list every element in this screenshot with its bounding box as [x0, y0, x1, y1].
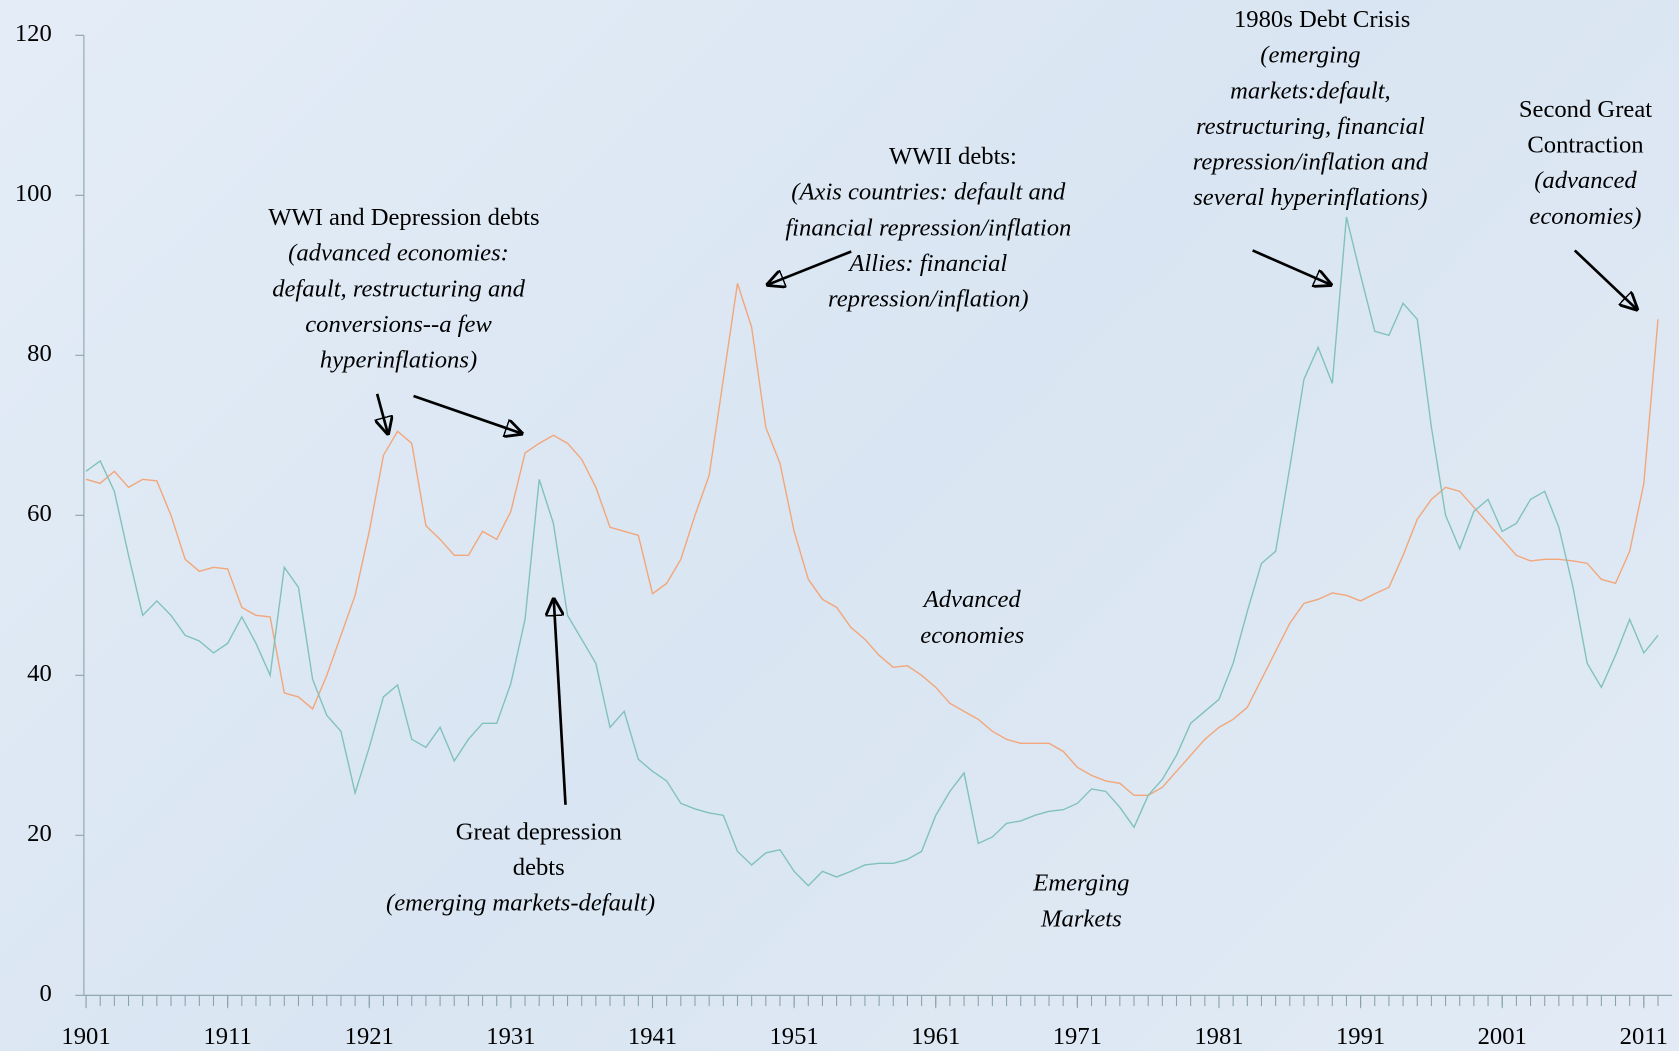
arrow [768, 250, 852, 285]
annotation-note: Allies: financial [847, 250, 1007, 277]
x-tick-label: 1931 [486, 1023, 535, 1050]
annotation-note: (advanced economies: [288, 240, 509, 267]
y-tick-label: 100 [15, 180, 52, 207]
annotation-note: markets:default, [1230, 77, 1391, 104]
x-tick-label: 2011 [1620, 1023, 1668, 1050]
arrow [1252, 249, 1331, 284]
annotation-note: default, restructuring and [272, 275, 525, 302]
annotation-title: Second Great [1519, 96, 1652, 123]
y-tick-label: 20 [27, 820, 52, 847]
x-tick-label: 1921 [345, 1023, 394, 1050]
annotation-title: WWI and Depression debts [268, 204, 539, 231]
annotation-note: repression/inflation) [828, 286, 1029, 313]
annotation-note: (Axis countries: default and [791, 179, 1066, 206]
annotation-title: WWII debts: [889, 143, 1017, 170]
annotation-title: Great depression [456, 818, 622, 845]
annotation-note: (emerging [1260, 42, 1360, 69]
x-tick-label: 1951 [770, 1023, 819, 1050]
y-tick-label: 80 [27, 340, 52, 367]
x-tick-label: 1981 [1194, 1023, 1243, 1050]
y-tick-label: 120 [15, 20, 52, 47]
annotation-note: conversions--a few [305, 311, 492, 338]
arrow [554, 599, 567, 805]
annotation-note: Emerging [1032, 870, 1129, 897]
arrows [377, 249, 1637, 805]
annotation-note: economies) [1529, 203, 1641, 230]
annotation-note: restructuring, financial [1196, 113, 1425, 140]
y-tick-label: 60 [27, 500, 52, 527]
y-tick-label: 40 [27, 660, 52, 687]
annotation-title: debts [513, 854, 565, 881]
x-tick-label: 1911 [203, 1023, 251, 1050]
arrow [1573, 249, 1637, 309]
annotation-note: economies [920, 622, 1024, 649]
annotation-note: several hyperinflations) [1193, 184, 1427, 211]
series-line [85, 216, 1659, 887]
series-line [85, 283, 1659, 797]
annotation-note: hyperinflations) [320, 347, 477, 374]
x-tick-label: 1941 [628, 1023, 677, 1050]
annotation-note: Markets [1040, 905, 1122, 932]
annotation-title: Contraction [1527, 132, 1643, 159]
y-tick-label: 0 [39, 980, 51, 1007]
x-tick-label: 1971 [1053, 1023, 1102, 1050]
x-tick-label: 1961 [911, 1023, 960, 1050]
annotation-note: financial repression/inflation [785, 214, 1071, 241]
annotation-note: Advanced [922, 586, 1022, 613]
x-tick-label: 1901 [61, 1023, 110, 1050]
annotation-title: 1980s Debt Crisis [1234, 6, 1410, 33]
arrow [377, 393, 388, 434]
annotation-note: (emerging markets-default) [386, 890, 655, 917]
annotation-note: (advanced [1534, 167, 1637, 194]
x-tick-label: 1991 [1336, 1023, 1385, 1050]
arrow [413, 394, 522, 433]
annotation-note: repression/inflation and [1193, 149, 1429, 176]
x-tick-label: 2001 [1478, 1023, 1527, 1050]
